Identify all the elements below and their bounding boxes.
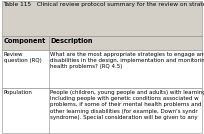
Text: Component: Component [3,38,46,44]
Bar [2,36,202,50]
Text: What are the most appropriate strategies to engage and
disabilities in the desig: What are the most appropriate strategies… [51,52,204,69]
Text: Population: Population [3,90,32,95]
Bar [2,88,202,133]
Text: Description: Description [51,38,93,44]
Text: People (children, young people and adults) with learning
Including people with g: People (children, young people and adult… [51,90,204,120]
Text: Table 115   Clinical review protocol summary for the review on strategies to eng: Table 115 Clinical review protocol summa… [3,2,204,7]
Bar [2,1,202,36]
Text: Review
question (RQ): Review question (RQ) [3,52,41,63]
Bar [2,50,202,88]
